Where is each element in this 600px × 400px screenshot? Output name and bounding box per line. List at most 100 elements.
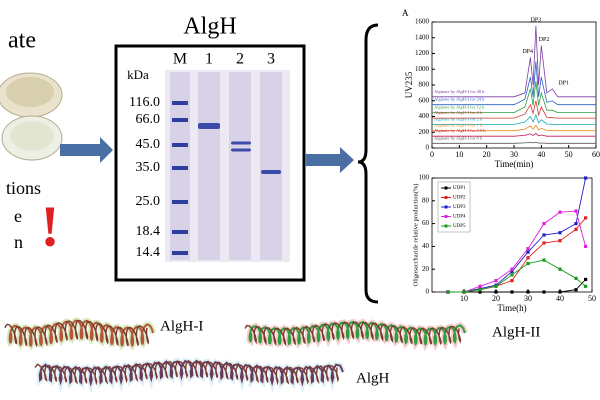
left-title: ate [8, 28, 36, 54]
coil [34, 359, 340, 386]
structures: AlgH-I AlgH-II AlgH [4, 317, 540, 395]
marker-band [172, 118, 188, 122]
y-tick-label: 1400 [415, 33, 430, 41]
point [542, 241, 546, 245]
bracket [357, 23, 379, 304]
point [542, 290, 546, 294]
lane-label: 2 [236, 51, 244, 68]
legend-marker [444, 224, 448, 228]
peak-label: DP1 [558, 80, 569, 86]
structure-label: AlgH [356, 370, 390, 386]
point [542, 233, 546, 237]
point [526, 250, 530, 254]
marker-band [172, 143, 188, 147]
point [584, 284, 588, 288]
lane [260, 72, 282, 260]
marker-label: 35.0 [136, 160, 161, 175]
point [510, 290, 514, 294]
left-text: e [14, 206, 22, 226]
point [584, 216, 588, 220]
point [574, 288, 578, 292]
point [526, 256, 530, 260]
point [462, 290, 466, 294]
x-tick-label: 10 [460, 294, 468, 303]
point [574, 227, 578, 231]
protein-band [231, 141, 251, 145]
series-label: Alginate by AlgH-I for 0.5 h [434, 128, 486, 133]
coil [8, 319, 154, 348]
lane [198, 72, 220, 260]
series-label: Alginate by AlgH-I for 48 h [434, 89, 485, 94]
series-label: Alginate by AlgH-I for 4 h [434, 110, 483, 115]
protein-band [198, 123, 220, 129]
x-tick-label: 10 [455, 150, 463, 159]
series-label: Alginate by AlgH-I for 24 h [434, 97, 485, 102]
y-axis-label: Oligosaccharide relative production(%) [412, 184, 419, 287]
gel-title: AlgH [183, 14, 236, 40]
x-axis-label: Time(min) [495, 159, 534, 169]
legend-marker [444, 196, 448, 199]
point [558, 267, 562, 271]
legend-label: UDP5 [453, 224, 466, 229]
lane-label: M [173, 51, 187, 68]
series-line [448, 259, 586, 293]
series-line [432, 124, 596, 132]
coil [248, 320, 466, 347]
point [510, 279, 514, 283]
left-text: tions [6, 178, 41, 198]
point [558, 290, 562, 294]
series-line [432, 25, 596, 98]
marker-band [172, 251, 188, 255]
series-line [432, 141, 596, 144]
series-label: Alginate by AlgH-I for 2 h [434, 116, 483, 121]
legend-marker [444, 186, 448, 190]
point [478, 284, 482, 288]
point [584, 244, 588, 248]
point [494, 290, 498, 294]
series-label: Alginate by AlgH-I for 0 h [434, 135, 483, 140]
y-tick-label: 80 [422, 196, 430, 204]
protein-band [261, 170, 281, 174]
structure-label: AlgH-II [492, 324, 540, 340]
legend-marker [444, 205, 448, 209]
legend-label: UDP4 [453, 215, 466, 220]
point [510, 269, 514, 274]
point [526, 261, 530, 266]
legend-marker [444, 215, 448, 218]
point [558, 239, 562, 243]
peak-label: DP2 [539, 37, 550, 43]
y-tick-label: 800 [419, 81, 430, 89]
powder [6, 77, 54, 107]
point [542, 222, 546, 226]
point [574, 209, 578, 213]
y-tick-label: 600 [419, 96, 430, 104]
marker-band [172, 200, 188, 204]
coil [38, 359, 344, 387]
production-chart: 10 20 30 40 50 0 20 40 60 80 100 Time(h) Oligosaccha… [412, 174, 596, 313]
x-axis-label: Time(h) [497, 303, 526, 313]
series-line [448, 279, 586, 293]
series-line [432, 100, 596, 119]
protein-band [231, 148, 251, 152]
series-line [432, 113, 596, 125]
y-tick-label: 40 [422, 242, 430, 250]
powder [10, 121, 54, 151]
y-tick-label: 1600 [415, 18, 430, 26]
left-text: n [14, 232, 23, 252]
y-tick-label: 1200 [415, 49, 430, 57]
series-line [448, 177, 587, 293]
y-axis-label: UV235 [404, 71, 414, 98]
x-tick-label: 30 [510, 150, 518, 159]
panel-label: A [402, 8, 409, 18]
legend-label: UDP2 [453, 196, 466, 201]
point [574, 222, 578, 226]
series-line [432, 132, 596, 137]
marker-band [172, 230, 188, 234]
point [526, 290, 530, 294]
peak-label: DP3 [531, 17, 542, 23]
point [542, 258, 546, 262]
lane-label: 1 [205, 51, 213, 68]
series-line [432, 81, 596, 113]
gel-unit: kDa [127, 67, 149, 82]
